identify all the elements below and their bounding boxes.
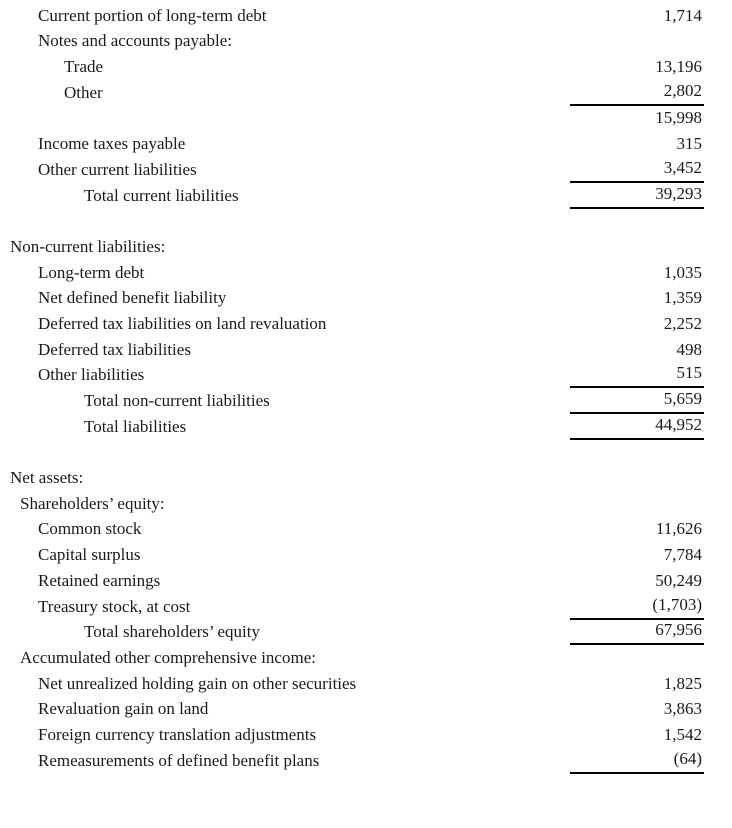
row-value: 315 [676,134,703,154]
row-value: 67,956 [570,620,704,646]
row-value: 5,659 [570,389,704,414]
row-label: Long-term debt [38,262,145,282]
statement-row: Shareholders’ equity: [0,491,704,517]
statement-row: Total shareholders’ equity 67,956 [0,620,704,646]
row-label: Net defined benefit liability [38,288,227,308]
row-value: 50,249 [655,570,702,590]
statement-row: Non-current liabilities: [0,234,704,260]
row-value: 498 [676,339,703,359]
statement-row: Accumulated other comprehensive income: [0,645,704,671]
row-label: Shareholders’ equity: [20,493,165,513]
statement-row: Other current liabilities 3,452 [0,157,704,183]
row-label: Deferred tax liabilities on land revalua… [38,313,327,333]
statement-row: Notes and accounts payable: [0,29,704,55]
row-label: Net assets: [10,468,84,488]
row-value: 1,359 [663,288,702,308]
statement-row: Deferred tax liabilities 498 [0,337,704,363]
row-label: Income taxes payable [38,134,186,154]
statement-row: Total liabilities 44,952 [0,414,704,440]
row-value: 2,252 [663,313,702,333]
row-label: Total current liabilities [84,185,239,205]
spacer-row [0,440,704,466]
statement-row: Common stock 11,626 [0,517,704,543]
row-value [570,668,704,671]
row-label: Deferred tax liabilities [38,339,191,359]
row-value: 13,196 [655,57,702,77]
row-value: 1,035 [663,262,702,282]
row-label: Total non-current liabilities [84,391,270,410]
row-value [570,51,704,54]
row-label: Trade [64,57,104,77]
statement-row: 15,998 [0,106,704,132]
row-value [570,488,704,491]
statement-row: Other liabilities 515 [0,363,704,389]
row-value [570,514,704,517]
row-label: Total liabilities [84,416,187,436]
row-value: 1,825 [663,673,702,693]
row-label: Net unrealized holding gain on other sec… [38,673,357,693]
statement-row: Total non-current liabilities 5,659 [0,388,704,414]
statement-row: Treasury stock, at cost (1,703) [0,594,704,620]
statement-row: Income taxes payable 315 [0,131,704,157]
statement-row: Other 2,802 [0,80,704,106]
statement-row: Capital surplus 7,784 [0,542,704,568]
row-value: 2,802 [570,81,704,106]
statement-row: Net defined benefit liability 1,359 [0,286,704,312]
row-value: (1,703) [570,595,704,620]
row-label: Other liabilities [38,365,145,385]
row-value: 1,714 [663,5,702,25]
row-value: 44,952 [570,415,704,440]
statement-body: Current portion of long-term debt 1,714 No… [0,3,704,774]
row-label: Remeasurements of defined benefit plans [38,750,320,770]
row-label: Common stock [38,519,142,539]
row-value: 7,784 [663,545,702,565]
row-label: Total shareholders’ equity [84,622,260,642]
row-label: Current portion of long-term debt [38,5,267,25]
statement-row: Net unrealized holding gain on other sec… [0,671,704,697]
row-label: Revaluation gain on land [38,699,209,719]
statement-row: Remeasurements of defined benefit plans (… [0,748,704,774]
statement-row: Long-term debt 1,035 [0,260,704,286]
row-value: 15,998 [655,108,702,128]
statement-row: Total current liabilities 39,293 [0,183,704,209]
row-value: (64) [570,749,704,774]
row-value: 11,626 [655,519,702,539]
statement-row: Deferred tax liabilities on land revalua… [0,311,704,337]
statement-row: Foreign currency translation adjustments… [0,722,704,748]
row-label: Capital surplus [38,545,141,565]
row-value [570,257,704,260]
row-label: Retained earnings [38,570,161,590]
statement-row: Trade 13,196 [0,54,704,80]
row-value: 3,863 [663,699,702,719]
row-label: Other current liabilities [38,159,197,179]
row-label: Treasury stock, at cost [38,596,191,616]
spacer-row [0,209,704,235]
statement-row: Revaluation gain on land 3,863 [0,697,704,723]
statement-row: Current portion of long-term debt 1,714 [0,3,704,29]
row-label [0,128,64,131]
row-label: Other [64,82,103,102]
row-label: Non-current liabilities: [10,236,166,256]
row-value: 39,293 [570,184,704,209]
statement-row: Net assets: [0,465,704,491]
statement-row: Retained earnings 50,249 [0,568,704,594]
row-value: 3,452 [570,158,704,183]
row-label: Foreign currency translation adjustments [38,724,317,744]
row-label: Accumulated other comprehensive income: [20,647,316,667]
row-label: Notes and accounts payable: [38,31,233,51]
row-value: 515 [570,363,704,389]
row-value: 1,542 [663,724,702,744]
